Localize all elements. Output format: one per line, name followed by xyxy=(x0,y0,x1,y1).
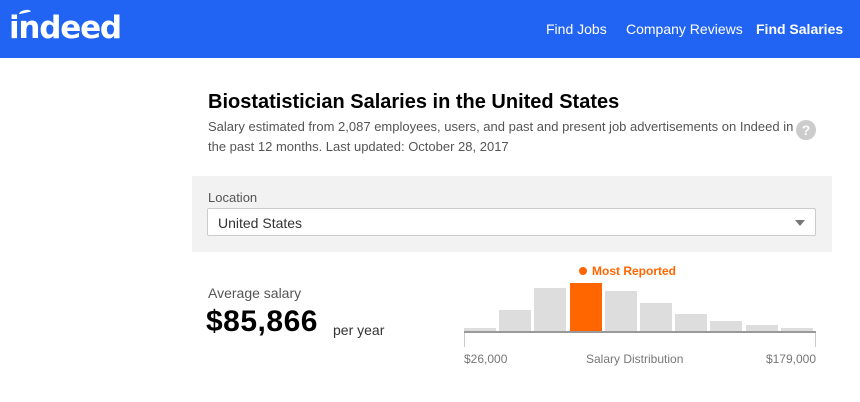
average-salary-period: per year xyxy=(333,322,385,338)
top-header: indeed Find Jobs Company Reviews Find Sa… xyxy=(0,0,860,58)
histogram-bar xyxy=(464,328,496,331)
histogram-bar xyxy=(640,303,672,331)
histogram-bar xyxy=(675,314,707,331)
axis-max-label: $179,000 xyxy=(765,352,816,366)
axis-tick-min xyxy=(464,333,465,347)
location-panel: Location United States xyxy=(192,176,832,252)
histogram-bar xyxy=(499,310,531,331)
page-title: Biostatistician Salaries in the United S… xyxy=(208,91,620,113)
most-reported-text: Most Reported xyxy=(592,264,676,278)
histogram-bar xyxy=(534,288,566,331)
axis-min-label: $26,000 xyxy=(464,352,508,366)
most-reported-dot-icon xyxy=(579,267,587,275)
histogram-bar xyxy=(781,328,813,331)
axis-tick-max xyxy=(815,333,816,347)
indeed-logo[interactable]: indeed xyxy=(9,8,122,48)
average-salary-amount: $85,866 xyxy=(206,305,318,338)
histogram-bar xyxy=(746,325,778,331)
salary-description: Salary estimated from 2,087 employees, u… xyxy=(208,119,794,154)
nav-find-jobs[interactable]: Find Jobs xyxy=(546,21,607,37)
chevron-down-icon xyxy=(795,220,805,226)
location-value: United States xyxy=(218,215,303,231)
nav-find-salaries[interactable]: Find Salaries xyxy=(756,21,844,37)
help-icon[interactable]: ? xyxy=(796,120,816,140)
location-select[interactable]: United States xyxy=(207,208,816,236)
nav-company-reviews[interactable]: Company Reviews xyxy=(626,21,743,37)
location-label: Location xyxy=(208,190,258,205)
most-reported-label: Most Reported xyxy=(579,264,676,278)
axis-caption: Salary Distribution xyxy=(586,352,684,366)
average-salary-label: Average salary xyxy=(208,285,302,301)
histogram-bar xyxy=(710,321,742,331)
histogram-bar-most-reported xyxy=(570,283,602,331)
histogram-bar xyxy=(605,291,637,331)
histogram-baseline xyxy=(464,331,816,333)
logo-text: indeed xyxy=(9,10,122,46)
salary-histogram: Most Reported $26,000 Salary Distributio… xyxy=(464,262,816,372)
